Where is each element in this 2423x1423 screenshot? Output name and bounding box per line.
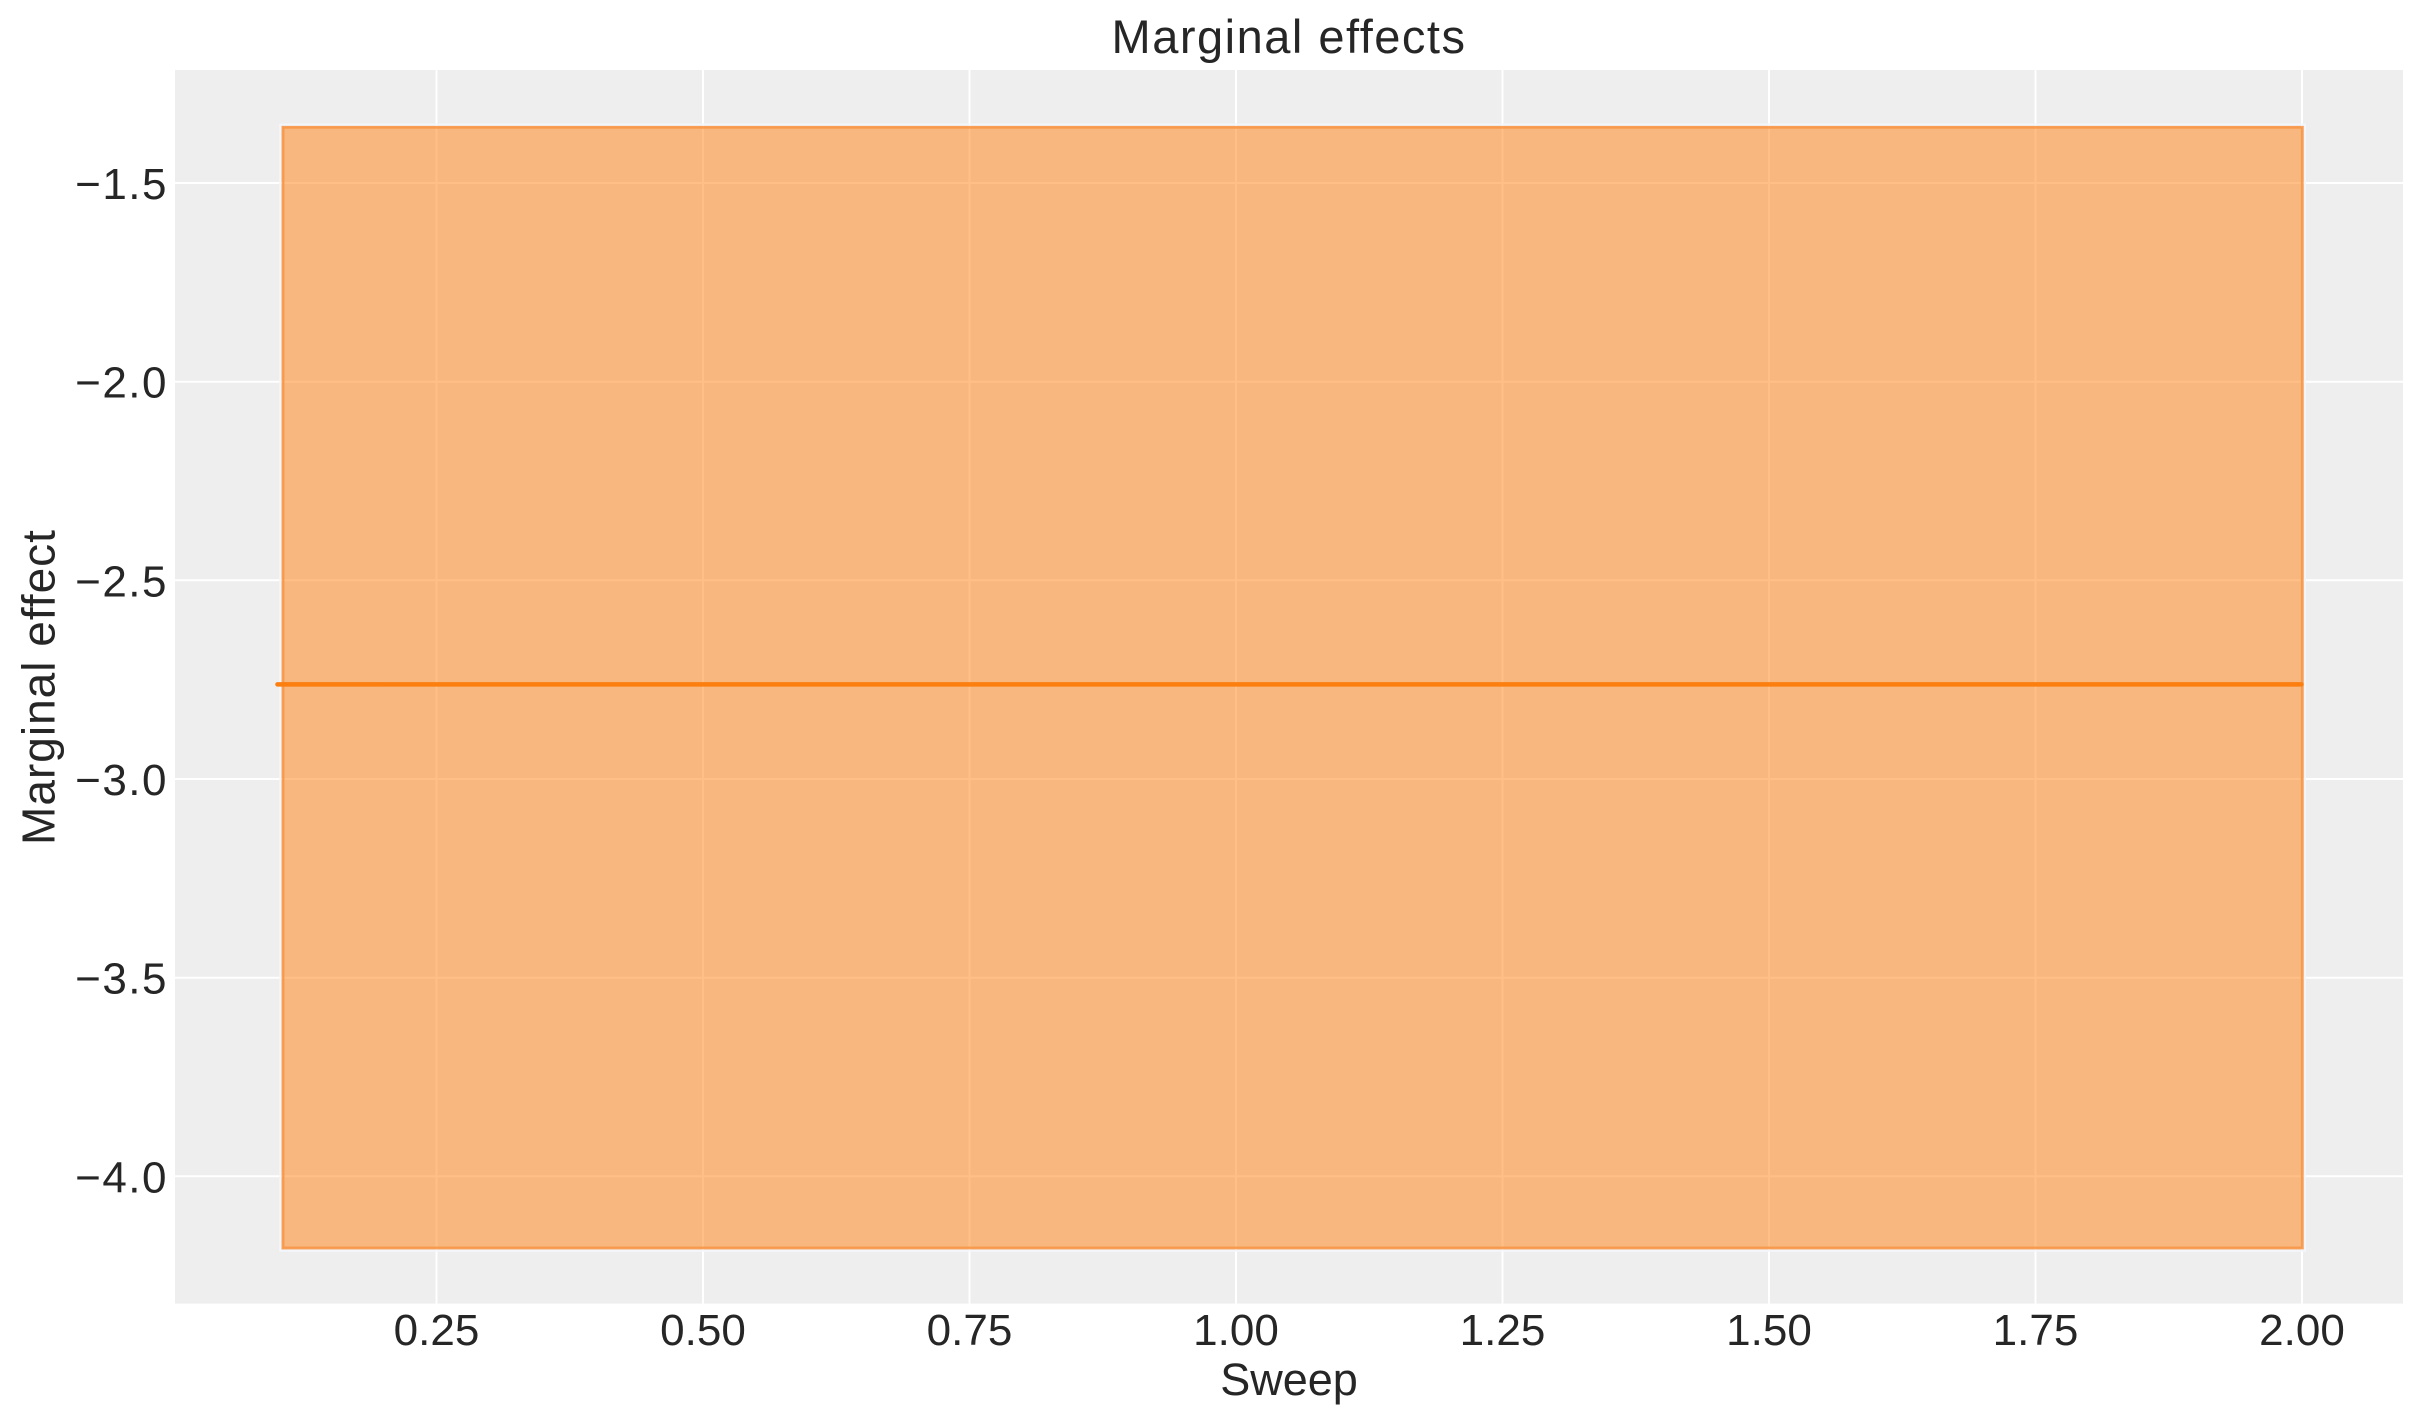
svg-text:−2.5: −2.5 <box>75 557 168 606</box>
svg-text:−4.0: −4.0 <box>75 1153 168 1202</box>
svg-text:−1.5: −1.5 <box>75 160 168 209</box>
svg-text:Marginal effects: Marginal effects <box>1112 10 1467 63</box>
svg-text:−3.0: −3.0 <box>75 756 168 805</box>
svg-text:0.50: 0.50 <box>660 1306 746 1355</box>
svg-text:0.25: 0.25 <box>394 1306 480 1355</box>
svg-text:Marginal effect: Marginal effect <box>13 529 65 845</box>
svg-text:1.50: 1.50 <box>1726 1306 1812 1355</box>
svg-text:1.75: 1.75 <box>1993 1306 2079 1355</box>
svg-text:−2.0: −2.0 <box>75 359 168 408</box>
svg-text:0.75: 0.75 <box>927 1306 1013 1355</box>
svg-text:1.00: 1.00 <box>1193 1306 1279 1355</box>
svg-text:1.25: 1.25 <box>1460 1306 1546 1355</box>
svg-text:−3.5: −3.5 <box>75 955 168 1004</box>
svg-text:2.00: 2.00 <box>2259 1306 2345 1355</box>
svg-text:Sweep: Sweep <box>1220 1354 1358 1405</box>
